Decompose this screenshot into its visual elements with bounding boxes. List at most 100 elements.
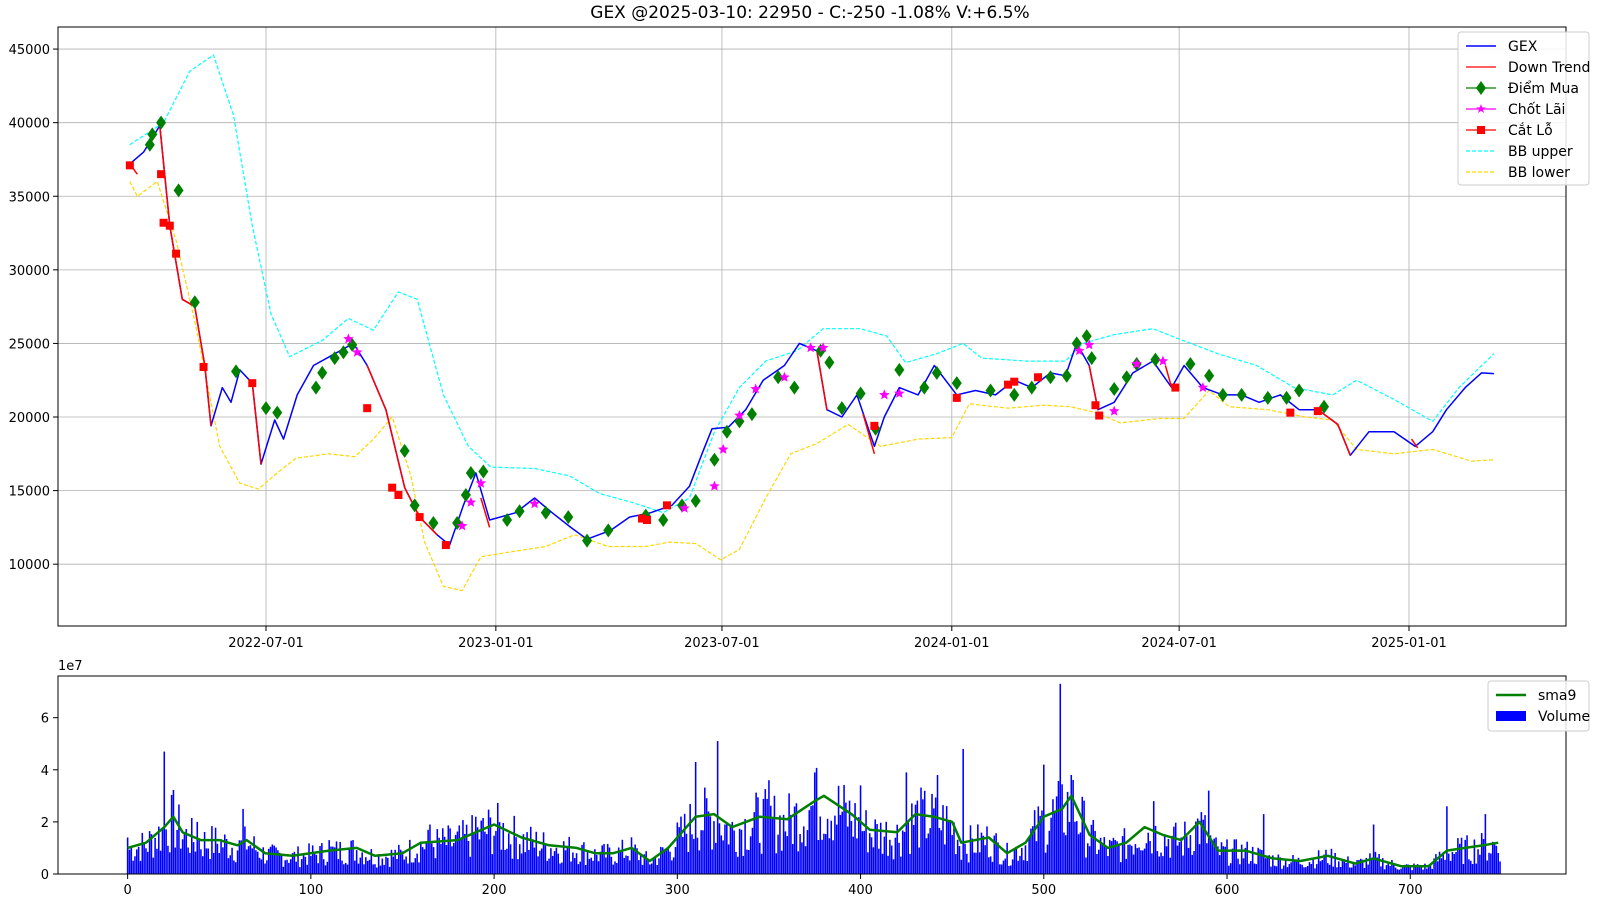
- volume-bar: [619, 850, 622, 874]
- volume-bar: [394, 849, 396, 874]
- volume-bar: [729, 824, 732, 874]
- volume-bar: [368, 859, 371, 874]
- buy-point-marker: [1009, 387, 1020, 402]
- volume-bar: [333, 847, 336, 874]
- price-chart: 2022-07-01 2023-01-01 2023-07-01 2024-01-01…: [9, 26, 1590, 651]
- volume-bar: [726, 823, 728, 874]
- volume-bar: [462, 820, 464, 874]
- volume-bar: [502, 823, 505, 874]
- volume-bar: [249, 845, 252, 874]
- buy-point-marker: [894, 362, 905, 377]
- volume-bar: [1400, 868, 1402, 874]
- volume-bar: [940, 830, 942, 874]
- volume-bar: [1140, 850, 1142, 874]
- volume-bar: [942, 805, 944, 874]
- volume-bar: [1119, 862, 1122, 874]
- volume-bar: [1336, 867, 1338, 874]
- volume-bar: [306, 864, 308, 874]
- volume-bar: [649, 864, 651, 874]
- volume-bar: [755, 792, 757, 874]
- take-profit-marker: [1131, 358, 1142, 369]
- volume-bar: [551, 855, 554, 874]
- volume-bar: [617, 847, 620, 874]
- volume-bar: [379, 865, 382, 874]
- volume-bar: [517, 859, 519, 874]
- volume-bar: [414, 858, 417, 874]
- volume-bar: [1444, 859, 1446, 874]
- take-profit-marker: [879, 389, 890, 400]
- volume-bar: [300, 859, 303, 874]
- volume-bar: [524, 852, 527, 874]
- stop-loss-marker: [415, 513, 424, 522]
- volume-bar: [220, 839, 222, 874]
- volume-bar: [1493, 844, 1496, 874]
- volume-bar: [951, 835, 953, 874]
- volume-bar: [610, 856, 613, 874]
- legend-item-sma9: sma9: [1496, 688, 1576, 704]
- volume-xtick-label: 700: [1398, 883, 1423, 898]
- buy-point-marker: [329, 351, 340, 366]
- volume-bar: [1226, 839, 1228, 874]
- volume-bar: [165, 829, 167, 874]
- buy-point-marker: [603, 523, 614, 538]
- volume-bar: [154, 837, 156, 874]
- volume-bar: [1469, 860, 1472, 874]
- volume-bar: [423, 849, 426, 874]
- volume-bar: [744, 819, 746, 874]
- volume-bar: [526, 832, 528, 874]
- volume-bar: [421, 847, 424, 874]
- price-xtick-label: 2025-01-01: [1371, 636, 1447, 651]
- volume-bar: [328, 840, 330, 874]
- volume-bar: [1447, 853, 1450, 874]
- volume-bar: [749, 836, 752, 874]
- volume-bar: [623, 858, 625, 874]
- buy-point-marker: [1086, 351, 1097, 366]
- legend-item-stop-loss: Cắt Lỗ: [1466, 122, 1553, 139]
- volume-bar: [431, 843, 433, 874]
- volume-bar: [901, 830, 904, 874]
- volume-bar: [889, 839, 891, 874]
- volume-bar: [879, 822, 882, 874]
- volume-bar: [1068, 821, 1071, 874]
- volume-bar: [137, 846, 140, 874]
- volume-bar: [964, 843, 966, 874]
- volume-bar: [1171, 835, 1173, 874]
- volume-bar: [496, 802, 499, 874]
- volume-bar: [907, 822, 909, 874]
- volume-bar: [1325, 849, 1327, 874]
- volume-bar: [848, 800, 851, 874]
- volume-bar: [200, 849, 202, 874]
- volume-xtick-label: 400: [848, 883, 873, 898]
- take-profit-marker: [1074, 345, 1085, 356]
- volume-bar: [385, 856, 387, 874]
- volume-bar: [1458, 843, 1461, 874]
- volume-bar: [209, 859, 211, 874]
- stop-loss-marker: [643, 516, 651, 525]
- stop-loss-marker: [1004, 380, 1013, 389]
- buy-point-marker: [709, 452, 720, 467]
- volume-bar: [630, 837, 633, 874]
- volume-bar: [1275, 866, 1278, 874]
- volume-bar: [738, 828, 741, 874]
- take-profit-marker: [805, 342, 816, 353]
- volume-bar: [1387, 862, 1390, 874]
- volume-bar: [1061, 784, 1063, 874]
- volume-bar: [594, 849, 596, 874]
- volume-bar: [278, 852, 281, 874]
- volume-bar: [1435, 854, 1437, 874]
- down-trend-segment: [1164, 365, 1173, 388]
- buy-point-marker: [261, 401, 271, 416]
- volume-bar: [1436, 861, 1439, 874]
- buy-point-marker: [478, 464, 489, 479]
- volume-bar: [297, 846, 299, 874]
- volume-bar: [1299, 864, 1302, 874]
- volume-bar: [780, 850, 783, 874]
- volume-bar: [1438, 851, 1441, 874]
- volume-bar: [995, 833, 997, 874]
- volume-bar: [1059, 683, 1062, 874]
- volume-bar: [465, 824, 468, 874]
- volume-bar: [1272, 855, 1274, 874]
- volume-bar: [518, 844, 521, 874]
- volume-bar: [1090, 824, 1093, 874]
- volume-bar: [179, 848, 182, 874]
